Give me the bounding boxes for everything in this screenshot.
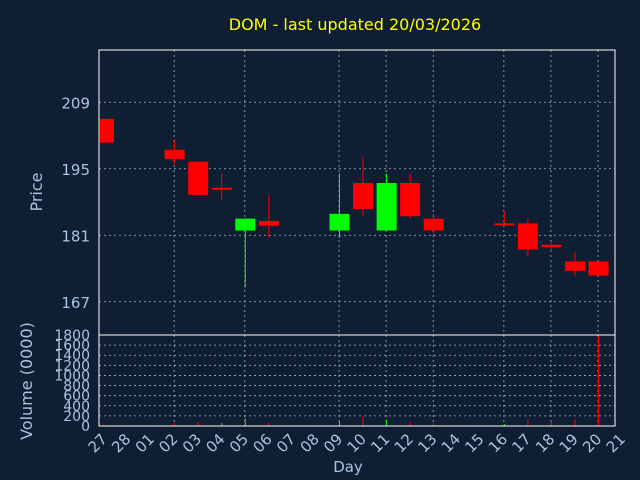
candle-body [188,161,209,195]
candle-04 [211,173,232,200]
volume-tick-label: 600 [63,389,90,405]
candle-body [353,183,374,210]
volume-tick-label: 0 [81,419,90,435]
candle-body [588,261,609,276]
candle-body [400,183,421,217]
candle-11 [376,173,397,231]
volume-tick-label: 400 [63,399,90,415]
grid-lines [99,50,615,426]
price-panel [100,118,609,288]
price-tick-label: 195 [61,161,90,179]
volume-tick-label: 1600 [54,338,90,354]
candle-body [164,149,185,160]
candle-27 [100,118,114,143]
candle-20 [588,261,609,276]
candle-17 [517,218,538,257]
candle-body [211,187,232,190]
candle-06 [258,194,279,238]
candle-body [423,218,444,231]
volume-panel [103,336,600,426]
candle-02 [164,140,185,164]
price-tick-label: 181 [61,227,90,245]
chart-title: DOM - last updated 20/03/2026 [229,15,481,34]
price-tick-label: 209 [61,94,90,112]
candle-body [494,223,515,226]
candle-12 [400,173,421,219]
volume-tick-label: 1800 [54,328,90,344]
candle-19 [565,251,585,276]
candle-18 [541,242,562,252]
candle-body [376,183,397,231]
price-tick-label: 167 [61,294,90,312]
candle-body [100,118,114,143]
candle-body [258,221,279,226]
candle-09 [329,173,350,238]
price-axis-label: Price [27,172,46,211]
candle-body [517,223,538,250]
candle-body [541,244,562,248]
candle-13 [423,213,444,238]
candle-body [329,213,350,231]
x-axis-label: Day [333,458,363,476]
candle-16 [494,211,515,226]
volume-axis-label: Volume (0000) [17,322,36,440]
volume-tick-label: 800 [63,379,90,395]
candle-05 [235,218,256,288]
volume-tick-label: 1000 [54,368,90,384]
volume-tick-label: 1400 [54,348,90,364]
candle-10 [353,156,374,217]
candle-03 [188,161,209,195]
volume-tick-label: 1200 [54,358,90,374]
candle-body [235,218,256,231]
volume-tick-label: 200 [63,409,90,425]
volume-plot-frame [98,334,616,427]
candle-body [565,261,585,271]
